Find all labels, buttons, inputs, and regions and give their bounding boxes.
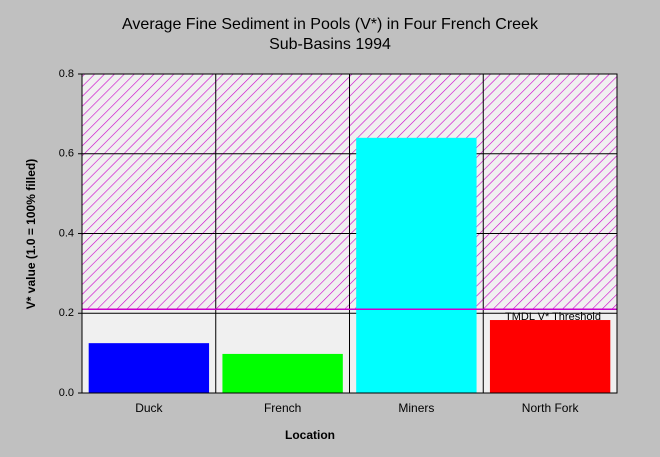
y-axis-label: V* value (1.0 = 100% filled) (24, 159, 38, 309)
x-axis-label: Location (285, 428, 335, 442)
x-tick-label: Duck (135, 401, 163, 415)
chart-title: Average Fine Sediment in Pools (V*) in F… (122, 16, 539, 33)
x-tick-label: French (264, 401, 301, 415)
threshold-label: TMDL V* Threshold (505, 311, 601, 323)
y-tick-label: 0.8 (59, 68, 74, 80)
y-tick-label: 0.0 (59, 387, 74, 399)
bar (356, 137, 477, 393)
plot-border (81, 73, 618, 394)
bar (88, 343, 210, 393)
y-tick-label: 0.2 (59, 307, 74, 319)
y-tick-label: 0.6 (59, 148, 74, 160)
chart-subtitle: Sub-Basins 1994 (269, 36, 391, 53)
y-tick-label: 0.4 (59, 227, 74, 239)
x-tick-label: Miners (398, 401, 434, 415)
bar (222, 353, 343, 393)
bar (489, 320, 611, 393)
x-tick-label: North Fork (522, 401, 580, 415)
